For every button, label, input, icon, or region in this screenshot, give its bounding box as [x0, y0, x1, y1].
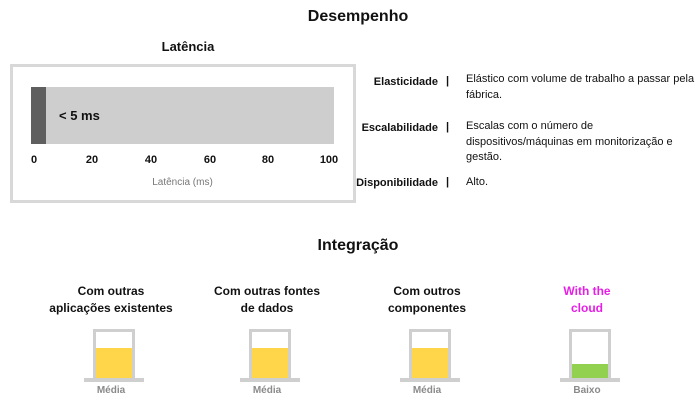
card-title-line2: aplicações existentes: [49, 301, 173, 315]
level-label: Baixo: [573, 385, 601, 396]
level-gauge-fill: [412, 347, 448, 379]
card-title-line2: de dados: [240, 301, 294, 315]
section-title-integration: Integração: [317, 237, 399, 254]
x-tick-60: 60: [203, 154, 217, 166]
level-gauge-fill: [572, 363, 608, 379]
latency-bar: [31, 87, 46, 144]
card-title-line1: Com outras fontes: [213, 284, 320, 298]
card-title-line1: Com outras: [77, 284, 145, 298]
card-title-line1: With the: [563, 284, 611, 298]
def-separator: |: [446, 176, 450, 188]
latency-title: Latência: [161, 39, 215, 54]
level-gauge-fill: [96, 347, 132, 379]
level-gauge: [569, 329, 611, 382]
level-gauge-fill: [252, 347, 288, 379]
level-label: Média: [252, 385, 282, 396]
level-gauge-base: [84, 378, 144, 382]
level-gauge-base: [400, 378, 460, 382]
card-title-line1: Com outros: [393, 284, 461, 298]
def-desc-elasticity: Elástico com volume de trabalho a passar…: [466, 73, 695, 101]
latency-bar-track: [31, 87, 334, 144]
x-axis-label: Latência (ms): [152, 177, 213, 188]
card-title-line2: cloud: [571, 301, 603, 315]
def-separator: |: [446, 75, 450, 87]
card-title: Com outras aplicações existentes: [31, 283, 191, 317]
x-tick-40: 40: [144, 154, 158, 166]
x-tick-20: 20: [85, 154, 99, 166]
level-gauge: [249, 329, 291, 382]
def-separator: |: [446, 121, 450, 133]
level-gauge-base: [560, 378, 620, 382]
level-gauge-base: [240, 378, 300, 382]
def-desc-scalability: Escalas com o número de dispositivos/máq…: [466, 120, 673, 163]
x-tick-0: 0: [30, 154, 38, 166]
x-tick-100: 100: [319, 154, 339, 166]
def-term-elasticity: Elasticidade: [373, 76, 438, 88]
x-tick-80: 80: [261, 154, 275, 166]
card-title: Com outras fontes de dados: [187, 283, 347, 317]
level-gauge: [93, 329, 135, 382]
def-desc-availability: Alto.: [466, 176, 489, 188]
card-title-line2: componentes: [387, 301, 466, 315]
card-title: Com outros componentes: [347, 283, 507, 317]
level-gauge: [409, 329, 451, 382]
level-label: Média: [412, 385, 442, 396]
latency-value-label: < 5 ms: [59, 108, 100, 123]
card-title: With the cloud: [507, 283, 667, 317]
section-title-performance: Desempenho: [307, 8, 409, 25]
def-term-scalability: Escalabilidade: [361, 122, 438, 134]
def-term-availability: Disponibilidade: [356, 177, 438, 189]
level-label: Média: [96, 385, 126, 396]
